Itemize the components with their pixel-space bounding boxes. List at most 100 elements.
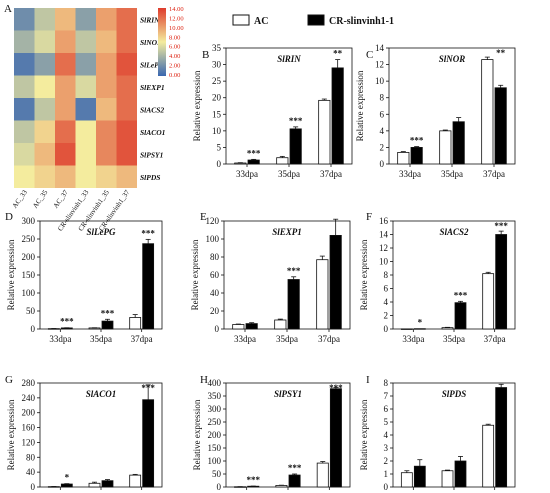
y-tick-label: 100 [22, 288, 36, 298]
significance-marker: *** [247, 148, 261, 158]
significance-marker: ** [333, 49, 343, 59]
heatmap-cell-0-2 [55, 8, 76, 31]
heatmap-cell-2-2 [55, 53, 76, 76]
y-tick-label: 100 [206, 234, 220, 244]
x-tick-label: 37dpa [483, 169, 505, 179]
y-tick-label: 4 [384, 430, 389, 440]
y-tick-label: 250 [208, 417, 222, 427]
y-tick-label: 35 [212, 43, 222, 53]
y-tick-label: 14 [375, 43, 385, 53]
y-tick-label: 12 [379, 243, 388, 253]
bar-ac-35dpa [441, 327, 454, 330]
colorbar-gradient [158, 8, 166, 76]
colorbar-tick-label: 8.00 [169, 34, 180, 41]
heatmap-row-label: SlNOR [140, 38, 162, 47]
panel-letter-b: B [202, 49, 209, 61]
heatmap-cell-0-4 [96, 8, 117, 31]
heatmap-cell-7-3 [75, 165, 96, 188]
panel-letter-g: G [5, 374, 13, 386]
bar-ac-35dpa [276, 157, 289, 165]
heatmap: A SlRIN SlNOR SlLePG SlEXP1 SlACS2 SlACO1 SlPS… [4, 3, 184, 233]
heatmap-cell-2-0 [14, 53, 35, 76]
bar-cr-35dpa [454, 460, 467, 488]
y-tick-label: 0 [217, 159, 222, 169]
panel-letter-e: E [200, 211, 207, 223]
heatmap-cell-7-4 [96, 165, 117, 188]
chart-title: SlACS2 [439, 227, 469, 237]
heatmap-cell-6-5 [116, 143, 137, 166]
y-tick-label: 14 [379, 230, 389, 240]
y-tick-label: 6 [380, 109, 385, 119]
heatmap-cell-3-2 [55, 75, 76, 98]
heatmap-cell-2-1 [34, 53, 55, 76]
heatmap-cell-1-3 [75, 30, 96, 53]
y-tick-label: 10 [212, 126, 222, 136]
heatmap-col-label: AC_37 [52, 188, 70, 210]
y-tick-label: 50 [26, 306, 36, 316]
y-tick-label: 160 [22, 423, 36, 433]
bar-cr-35dpa [288, 474, 301, 488]
chart-panel-c: C 0 2 4 6 8 10 12 14 Relative expression SlNOR 33dp… [355, 43, 516, 179]
chart-panel-f: F 0 2 4 6 8 10 12 14 16 Relative expression SlACS2 3… [359, 211, 516, 344]
x-tick-label: 35dpa [278, 169, 300, 179]
bar-cr-33dpa [247, 159, 260, 165]
y-tick-label: 200 [22, 252, 36, 262]
y-tick-label: 0 [31, 482, 36, 492]
chart-title: SlACO1 [86, 389, 117, 399]
significance-marker: *** [287, 266, 301, 276]
heatmap-cell-0-1 [34, 8, 55, 31]
y-tick-label: 150 [22, 270, 36, 280]
heatmap-cell-0-3 [75, 8, 96, 31]
bar-ac-37dpa [482, 424, 495, 488]
x-tick-label: 37dpa [318, 334, 340, 344]
bar-cr-33dpa [413, 328, 426, 330]
chart-panel-d: D 0 50 100 150 200 250 300 Relative expression Sl… [5, 211, 163, 344]
bar-ac-33dpa [400, 472, 413, 488]
bar-cr-33dpa [410, 147, 423, 165]
y-tick-label: 3 [384, 443, 389, 453]
heatmap-cell-6-2 [55, 143, 76, 166]
legend-swatch-cr [307, 14, 325, 26]
y-axis-label: Relative expression [359, 239, 369, 310]
bar-ac-33dpa [232, 324, 245, 330]
heatmap-cell-7-1 [34, 165, 55, 188]
y-axis-label: Relative expression [192, 70, 202, 141]
chart-title: SlLePG [87, 227, 116, 237]
y-tick-label: 10 [375, 76, 385, 86]
bar-cr-37dpa [142, 243, 155, 330]
colorbar-tick-label: 14.00 [169, 6, 184, 13]
y-tick-label: 120 [22, 437, 36, 447]
y-axis-label: Relative expression [192, 399, 202, 470]
y-tick-label: 6 [384, 404, 389, 414]
heatmap-cell-6-0 [14, 143, 35, 166]
significance-marker: *** [410, 136, 424, 146]
colorbar-tick-label: 10.00 [169, 25, 184, 32]
y-tick-label: 2 [380, 142, 385, 152]
significance-marker: *** [101, 308, 115, 318]
significance-marker: * [418, 318, 423, 328]
x-tick-label: 37dpa [320, 169, 342, 179]
bar-cr-37dpa [495, 234, 508, 330]
x-tick-label: 35dpa [441, 169, 463, 179]
heatmap-cell-5-1 [34, 120, 55, 143]
heatmap-cell-3-4 [96, 75, 117, 98]
x-tick-label: 33dpa [234, 334, 256, 344]
bar-cr-37dpa [495, 387, 508, 488]
bar-ac-37dpa [129, 317, 142, 330]
y-tick-label: 240 [22, 393, 36, 403]
colorbar-tick-label: 12.00 [169, 15, 184, 22]
y-tick-label: 20 [210, 306, 220, 316]
heatmap-row-label: SlEXP1 [140, 83, 165, 92]
chart-panel-b: B 0 5 10 15 20 25 30 35 Relative expression SlRIN 3… [192, 43, 353, 179]
heatmap-cell-6-1 [34, 143, 55, 166]
panel-letter-d: D [5, 211, 13, 223]
panel-letter-f: F [366, 211, 372, 223]
heatmap-cell-5-5 [116, 120, 137, 143]
bar-ac-33dpa [397, 151, 410, 165]
chart-panel-h: H 0 50 100 150 200 250 300 350 400 Relative expres… [192, 374, 351, 493]
y-tick-label: 5 [217, 142, 222, 152]
colorbar-tick-label: 2.00 [169, 63, 180, 70]
y-tick-label: 400 [208, 378, 222, 388]
heatmap-cell-1-4 [96, 30, 117, 53]
legend: AC CR-slinvinh1-1 [232, 14, 394, 27]
